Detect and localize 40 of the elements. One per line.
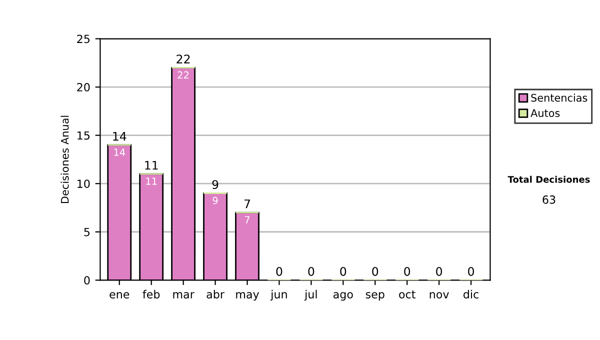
total-label: 0 (436, 267, 442, 276)
data-label: 14 (114, 148, 126, 156)
text: Total Decisiones (508, 176, 590, 183)
x-tick-label: mar (173, 292, 194, 298)
data-label: 22 (178, 71, 189, 78)
total-label: 0 (340, 267, 346, 276)
x-tick-label: ago (333, 292, 353, 301)
x-tick-label: jun (270, 290, 287, 301)
total-label: 22 (176, 54, 190, 64)
y-tick-label: 25 (77, 34, 90, 44)
total-label: 9 (212, 180, 218, 190)
x-tick-label: abr (206, 290, 224, 298)
x-tick-label: nov (430, 292, 449, 298)
data-label: 9 (212, 196, 218, 204)
legend-label: Autos (530, 109, 560, 118)
total-label: 0 (372, 267, 378, 276)
y-tick-label: 0 (84, 276, 90, 285)
x-tick-label: jul (304, 290, 317, 301)
x-tick-label: ene (110, 292, 130, 298)
total-label: 7 (244, 200, 250, 208)
total-label: 0 (468, 267, 474, 276)
y-axis-title: Decisiones Anual (60, 116, 69, 203)
total-label: 0 (404, 267, 410, 276)
x-tick-label: may (236, 292, 260, 301)
y-tick-label: 10 (78, 180, 90, 188)
y-tick-label: 15 (78, 131, 90, 140)
x-tick-label: feb (142, 290, 160, 298)
x-tick-label: oct (399, 290, 416, 298)
total-label: 11 (145, 160, 158, 170)
legend-label: Sentencias (531, 94, 588, 102)
total-label: 0 (308, 267, 314, 276)
x-tick-label: sep (366, 292, 384, 301)
y-tick-label: 20 (77, 83, 90, 92)
y-tick-label: 5 (84, 228, 90, 236)
data-label: 7 (244, 216, 250, 224)
total-label: 0 (276, 267, 282, 276)
x-tick-label: dic (464, 290, 478, 298)
total-label: 14 (113, 132, 126, 141)
data-label: 11 (146, 178, 157, 185)
text: 63 (542, 195, 556, 204)
